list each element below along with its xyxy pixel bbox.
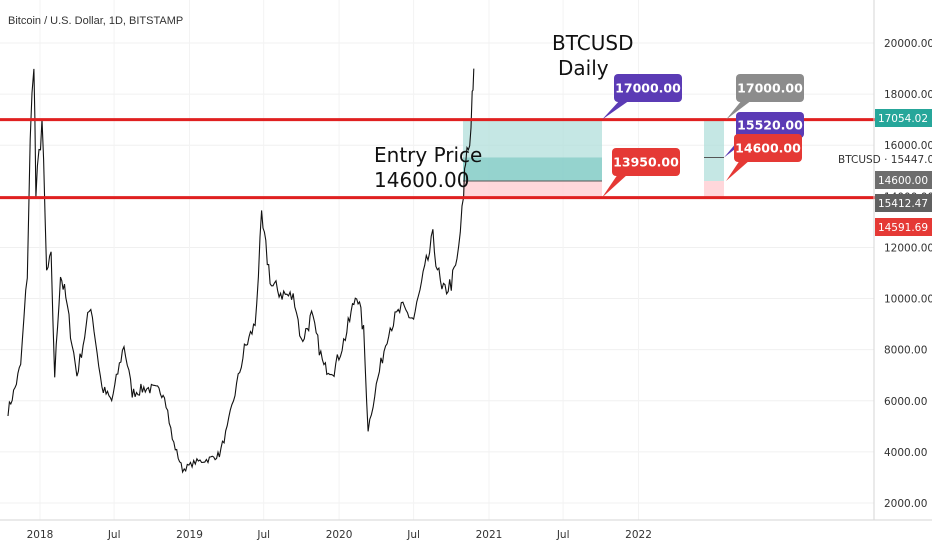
stop-zone bbox=[463, 181, 602, 198]
target-zone-filled bbox=[463, 157, 602, 181]
x-tick-label: 2018 bbox=[27, 529, 54, 541]
small-stop-zone bbox=[704, 181, 724, 198]
y-tick-label: 6000.00 bbox=[884, 396, 927, 408]
callout-box bbox=[612, 148, 680, 176]
x-tick-label: Jul bbox=[256, 529, 270, 541]
chart-grid bbox=[0, 0, 874, 520]
x-tick-label: Jul bbox=[556, 529, 570, 541]
price-tag-label: 17054.02 bbox=[878, 113, 928, 125]
y-tick-label: 10000.00 bbox=[884, 294, 932, 306]
price-tag-label: 15412.47 bbox=[878, 198, 928, 210]
price-callouts: 17000.00 13950.00 17000.00 15520.00 14600.00 bbox=[602, 74, 804, 198]
y-tick-label: 16000.00 bbox=[884, 140, 932, 152]
x-tick-label: 2020 bbox=[326, 529, 353, 541]
timeframe-note: Daily bbox=[558, 56, 609, 80]
callout-box bbox=[614, 74, 682, 102]
price-tag-label: 14600.00 bbox=[878, 175, 928, 187]
callout-pointer bbox=[726, 100, 752, 120]
callout-label: 13950.00 bbox=[613, 155, 679, 170]
y-tick-label: 4000.00 bbox=[884, 447, 927, 459]
callout-box bbox=[734, 134, 802, 162]
callout-label: 17000.00 bbox=[737, 81, 803, 96]
callout-box bbox=[736, 112, 804, 138]
entry-label-note: Entry Price bbox=[374, 143, 482, 167]
price-axis-tags: 17054.02 14600.00 15412.47 14591.69 bbox=[875, 109, 932, 236]
chart-title: Bitcoin / U.S. Dollar, 1D, BITSTAMP bbox=[8, 15, 183, 27]
symbol-note: BTCUSD bbox=[552, 31, 633, 55]
btc-price-line bbox=[7, 68, 475, 474]
entry-value-note: 14600.00 bbox=[374, 168, 469, 192]
time-axis[interactable]: 2018 Jul 2019 Jul 2020 Jul 2021 Jul 2022 bbox=[0, 519, 932, 541]
y-tick-label: 12000.00 bbox=[884, 242, 932, 254]
y-tick-label: 2000.00 bbox=[884, 498, 927, 510]
callout-pointer bbox=[726, 160, 750, 181]
y-tick-label: 18000.00 bbox=[884, 89, 932, 101]
x-tick-label: Jul bbox=[406, 529, 420, 541]
callout-box bbox=[736, 74, 804, 102]
callout-pointer bbox=[602, 174, 628, 198]
callout-pointer bbox=[602, 100, 630, 120]
y-tick-label: 8000.00 bbox=[884, 345, 927, 357]
price-tag bbox=[875, 109, 932, 127]
x-tick-label: 2022 bbox=[625, 529, 652, 541]
callout-label: 14600.00 bbox=[735, 141, 801, 156]
position-zones bbox=[463, 119, 724, 198]
price-tag-label: 14591.69 bbox=[878, 222, 928, 234]
y-tick-label: 20000.00 bbox=[884, 38, 932, 50]
x-tick-label: 2021 bbox=[476, 529, 503, 541]
price-tag bbox=[875, 218, 932, 236]
callout-label: 15520.00 bbox=[737, 118, 803, 133]
price-axis[interactable]: 2000.00 4000.00 6000.00 8000.00 10000.00 1200… bbox=[873, 0, 932, 520]
price-tag bbox=[875, 171, 932, 189]
callout-label: 17000.00 bbox=[615, 81, 681, 96]
x-tick-label: Jul bbox=[107, 529, 121, 541]
price-series bbox=[7, 68, 475, 474]
small-target-zone bbox=[704, 119, 724, 181]
price-tag bbox=[875, 194, 932, 212]
last-price-label: BTCUSD · 15447.08 bbox=[838, 154, 932, 166]
x-tick-label: 2019 bbox=[176, 529, 203, 541]
